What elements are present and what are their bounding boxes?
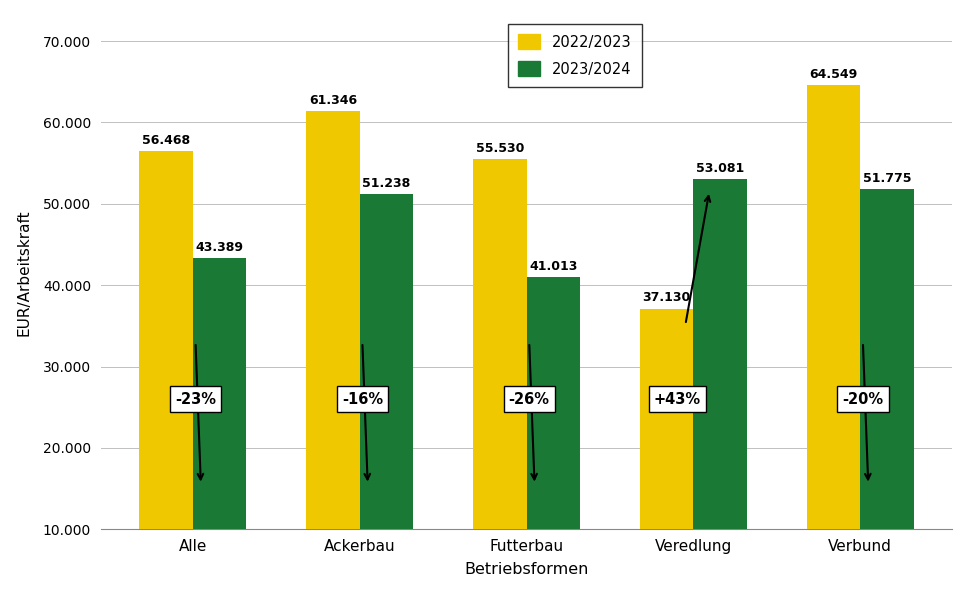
Text: 55.530: 55.530 [476, 142, 524, 155]
Y-axis label: EUR/Arbeitskraft: EUR/Arbeitskraft [16, 210, 32, 336]
Bar [306, 112, 359, 529]
Bar [473, 159, 526, 529]
Text: -16%: -16% [342, 391, 383, 406]
Text: 64.549: 64.549 [809, 68, 858, 81]
Text: 51.775: 51.775 [862, 172, 911, 185]
Bar [526, 277, 579, 529]
Text: 61.346: 61.346 [309, 94, 357, 108]
Text: -20%: -20% [842, 391, 884, 406]
Text: 37.130: 37.130 [642, 292, 691, 305]
Text: 43.389: 43.389 [196, 241, 243, 254]
X-axis label: Betriebsformen: Betriebsformen [464, 563, 589, 577]
Text: 41.013: 41.013 [529, 260, 578, 273]
Text: 51.238: 51.238 [362, 176, 411, 189]
Bar [193, 258, 246, 529]
Text: 53.081: 53.081 [696, 162, 744, 175]
Legend: 2022/2023, 2023/2024: 2022/2023, 2023/2024 [509, 24, 641, 87]
Text: -23%: -23% [175, 391, 216, 406]
Bar [860, 189, 914, 529]
Text: 56.468: 56.468 [142, 134, 190, 147]
Bar [359, 194, 413, 529]
Bar [640, 308, 694, 529]
Bar [807, 86, 860, 529]
Bar [694, 179, 747, 529]
Text: +43%: +43% [654, 391, 701, 406]
Text: -26%: -26% [509, 391, 549, 406]
Bar [140, 151, 193, 529]
